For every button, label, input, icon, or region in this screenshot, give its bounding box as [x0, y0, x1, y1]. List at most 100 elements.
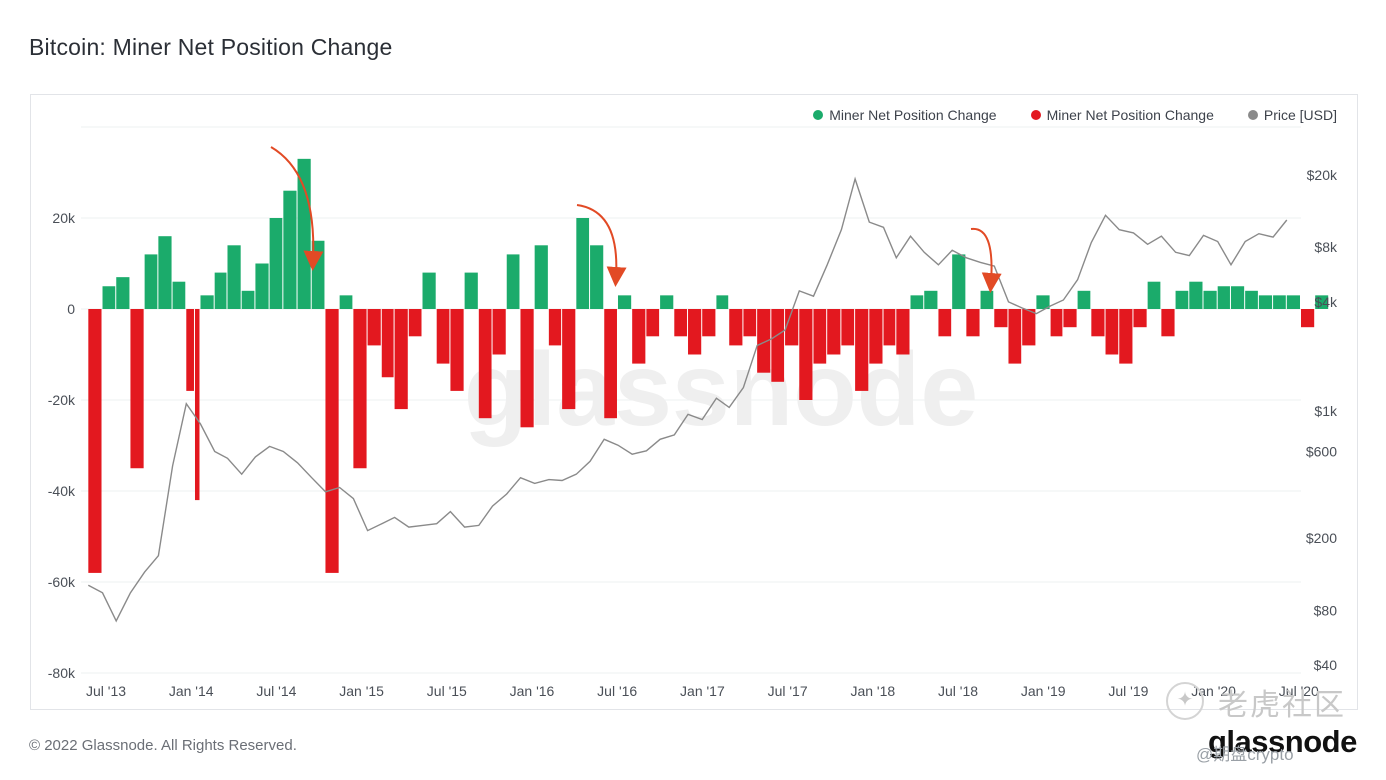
net-position-bar: [325, 309, 339, 573]
chart-panel: Miner Net Position Change Miner Net Posi…: [30, 94, 1358, 710]
net-position-bar: [674, 309, 688, 337]
net-position-bar: [1105, 309, 1119, 355]
net-position-bar: [1050, 309, 1063, 337]
net-position-bar: [1258, 295, 1273, 309]
net-position-bar: [1063, 309, 1077, 328]
net-position-bar: [464, 272, 478, 309]
net-position-bar: [1230, 286, 1245, 309]
net-position-bar: [353, 309, 367, 469]
net-position-bar: [269, 218, 283, 309]
y-axis-left: 20k 0 -20k -40k -60k -80k: [48, 210, 76, 681]
y-right-tick-label: $80: [1314, 602, 1338, 618]
x-tick-label: Jan '19: [1021, 683, 1066, 699]
net-position-bar: [88, 309, 102, 573]
y-right-tick-label: $600: [1306, 443, 1337, 459]
legend-label-negative: Miner Net Position Change: [1046, 107, 1214, 123]
x-tick-label: Jan '16: [510, 683, 555, 699]
net-position-bar: [938, 309, 952, 337]
net-position-bar: [450, 309, 464, 391]
annotation-arrow: [576, 204, 627, 287]
net-position-bar: [1245, 290, 1258, 309]
y-right-tick-label: $20k: [1307, 167, 1338, 183]
net-position-bar: [771, 309, 785, 382]
y-left-tick-label: -40k: [48, 483, 76, 499]
y-right-tick-label: $8k: [1314, 239, 1338, 255]
net-position-bar: [743, 309, 757, 337]
x-tick-label: Jul '20: [1279, 683, 1319, 699]
y-right-tick-label: $4k: [1314, 294, 1338, 310]
legend-item-negative[interactable]: Miner Net Position Change: [1030, 107, 1214, 123]
net-position-bar: [283, 190, 297, 309]
net-position-bar: [506, 254, 520, 309]
x-tick-label: Jan '17: [680, 683, 725, 699]
net-position-bar: [1189, 281, 1203, 309]
net-position-bar: [827, 309, 841, 355]
x-tick-label: Jan '15: [339, 683, 384, 699]
net-position-bar: [729, 309, 743, 346]
net-position-bar: [116, 277, 130, 309]
net-position-bar: [1091, 309, 1105, 337]
net-position-bar: [952, 254, 966, 309]
net-position-bar: [1119, 309, 1133, 364]
net-position-bar: [702, 309, 716, 337]
author-handle: @期盘crypto: [1196, 745, 1294, 764]
net-position-bar: [869, 309, 883, 364]
y-right-tick-label: $200: [1306, 530, 1337, 546]
legend-item-positive[interactable]: Miner Net Position Change: [813, 107, 997, 123]
page-title: Bitcoin: Miner Net Position Change: [29, 34, 393, 60]
net-position-bar: [1077, 290, 1091, 309]
watermark-glassnode: glassnode: [464, 332, 978, 448]
net-position-bar: [799, 309, 813, 400]
x-axis: Jul '13 Jan '14 Jul '14 Jan '15 Jul '15 Jan '…: [86, 683, 1319, 699]
legend-dot-price: [1247, 110, 1258, 120]
net-position-bar: [855, 309, 869, 391]
y-right-tick-label: $1k: [1314, 403, 1338, 419]
net-position-bar: [646, 309, 660, 337]
net-position-bar: [102, 286, 116, 309]
legend-dot-negative: [1030, 110, 1041, 120]
net-position-bar: [381, 309, 394, 378]
net-position-bar: [1203, 290, 1217, 309]
price-usd-line: [87, 176, 1288, 623]
y-right-tick-label: $40: [1314, 657, 1338, 673]
net-position-bar: [478, 309, 492, 419]
net-position-bar: [214, 272, 227, 309]
y-left-tick-label: 20k: [52, 210, 76, 226]
legend-dot-positive: [813, 110, 824, 120]
net-position-bar: [297, 158, 311, 309]
net-position-bar: [367, 309, 381, 346]
y-left-tick-label: 0: [67, 301, 75, 317]
net-position-bar: [492, 309, 506, 355]
net-position-bar: [1301, 309, 1315, 328]
x-tick-label: Jul '19: [1108, 683, 1148, 699]
net-position-bar: [520, 309, 534, 428]
net-position-bar: [255, 263, 269, 309]
net-position-bar: [172, 281, 186, 309]
y-left-tick-label: -80k: [48, 665, 76, 681]
net-position-bar: [1175, 290, 1189, 309]
net-position-bar: [548, 309, 562, 346]
net-position-bar: [144, 254, 158, 309]
x-tick-label: Jul '17: [768, 683, 808, 699]
net-position-bar: [1286, 295, 1300, 309]
net-position-bar: [241, 290, 255, 309]
price-line: [87, 176, 1288, 623]
net-position-bar: [883, 309, 896, 346]
net-position-bar: [980, 290, 994, 309]
net-position-bar: [1008, 309, 1022, 364]
net-position-bar: [757, 309, 771, 373]
net-position-bar: [422, 272, 436, 309]
legend: Miner Net Position Change Miner Net Posi…: [813, 107, 1337, 123]
x-tick-label: Jan '14: [169, 683, 214, 699]
net-position-bar: [688, 309, 702, 355]
legend-item-price[interactable]: Price [USD]: [1247, 107, 1337, 123]
net-position-bar: [158, 236, 172, 309]
legend-label-price: Price [USD]: [1263, 107, 1337, 123]
net-position-bar: [1315, 295, 1329, 309]
net-position-bars: [88, 158, 1329, 573]
x-tick-label: Jul '15: [427, 683, 467, 699]
footer-copyright: © 2022 Glassnode. All Rights Reserved.: [29, 737, 297, 754]
net-position-bar: [1036, 295, 1050, 309]
tiger-logo-icon: ✦: [1166, 682, 1204, 720]
net-position-bar: [896, 309, 910, 355]
